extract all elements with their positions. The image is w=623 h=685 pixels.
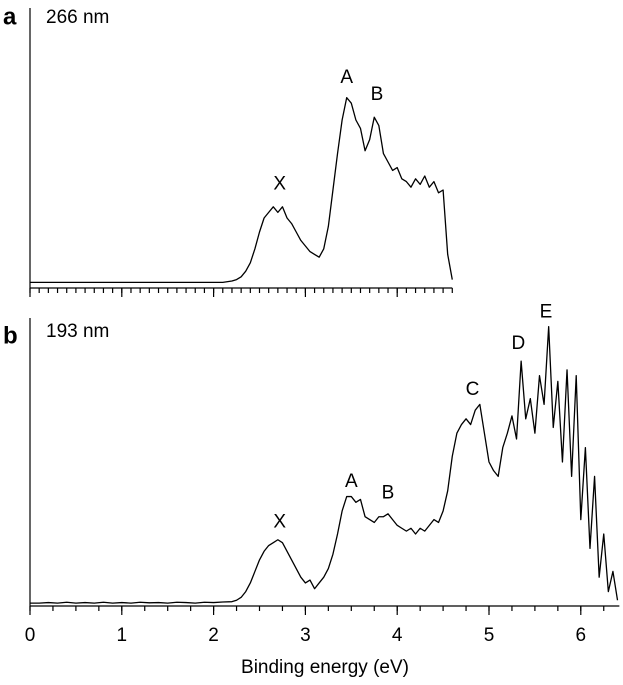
- panel-subtitle: 266 nm: [46, 7, 109, 28]
- spectrum-line: [30, 325, 619, 604]
- peak-label: A: [345, 471, 358, 492]
- peak-label: B: [371, 84, 384, 105]
- peak-label: X: [273, 511, 286, 532]
- x-tick-label: 4: [392, 625, 403, 646]
- x-tick-label: 6: [576, 625, 587, 646]
- peak-label: D: [512, 333, 526, 354]
- x-tick-label: 1: [117, 625, 128, 646]
- x-axis-label: Binding energy (eV): [241, 657, 409, 678]
- panel-subtitle: 193 nm: [46, 321, 109, 342]
- panel-letter: a: [3, 3, 17, 30]
- panel-letter: b: [3, 322, 18, 349]
- peak-label: A: [340, 67, 353, 88]
- peak-label: X: [273, 173, 286, 194]
- x-tick-label: 0: [25, 625, 36, 646]
- peak-label: E: [540, 301, 553, 322]
- peak-label: C: [466, 379, 480, 400]
- x-tick-label: 5: [484, 625, 495, 646]
- x-tick-label: 2: [208, 625, 219, 646]
- x-tick-label: 3: [300, 625, 311, 646]
- peak-label: B: [382, 483, 395, 504]
- spectrum-line: [30, 96, 453, 284]
